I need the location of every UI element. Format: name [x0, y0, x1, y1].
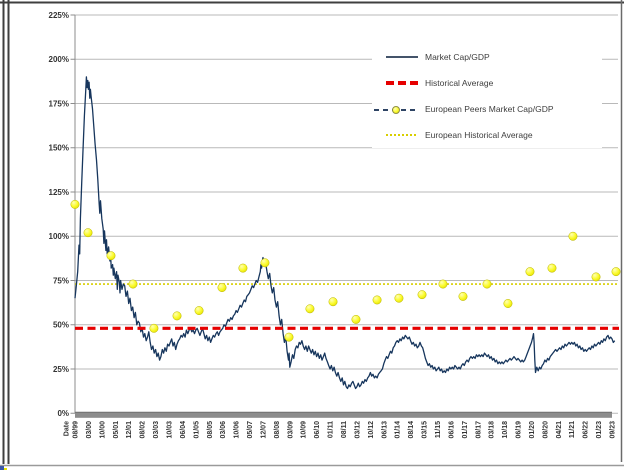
legend-label-european-peers: European Peers Market Cap/GDP	[425, 104, 554, 114]
x-tick-label: 03/06	[220, 421, 227, 439]
x-axis-bar	[75, 412, 612, 418]
legend-item-market-cap-gdp: Market Cap/GDP	[372, 47, 602, 67]
x-tick-label: 01/23	[596, 421, 603, 439]
x-tick-label: 10/03	[166, 421, 173, 439]
x-tick-label: 01/14	[395, 421, 402, 439]
x-tick-label: 10/12	[368, 421, 375, 439]
yellow-circle-marker-icon	[392, 105, 400, 114]
y-tick-label: 25%	[53, 365, 69, 374]
legend-label-historical-average: Historical Average	[425, 78, 494, 88]
x-tick-label: 01/11	[328, 421, 335, 438]
european-peer-marker	[106, 251, 116, 261]
x-tick-label: 06/19	[516, 421, 523, 439]
y-tick-label: 200%	[49, 55, 69, 64]
european-peer-marker	[284, 332, 294, 342]
x-tick-label: 10/00	[99, 421, 106, 439]
y-tick-label: 0%	[57, 409, 69, 418]
legend-label-european-historical-average: European Historical Average	[425, 130, 533, 140]
x-tick-label: 12/07	[260, 421, 267, 439]
european-peer-marker	[482, 279, 492, 289]
y-tick-label: 150%	[49, 144, 69, 153]
x-tick-label: 08/11	[341, 421, 348, 438]
x-tick-label: 01/17	[462, 421, 469, 439]
legend-item-european-peers: European Peers Market Cap/GDP	[372, 99, 602, 119]
x-tick-label: 11/21	[569, 421, 576, 438]
x-tick-label: 03/03	[153, 421, 160, 439]
european-peers-marker-sample	[372, 105, 418, 114]
x-tick-label: 01/05	[193, 421, 200, 439]
x-tick-label: 06/10	[314, 421, 321, 439]
x-tick-label: 03/09	[287, 421, 294, 439]
european-peer-marker	[305, 304, 315, 314]
european-peer-marker	[83, 228, 93, 238]
x-tick-label: 04/21	[556, 421, 563, 439]
european-peer-marker	[172, 311, 182, 321]
european-peer-marker	[351, 314, 361, 324]
historical-average-line-sample	[372, 81, 418, 85]
y-tick-label: 125%	[49, 188, 69, 197]
corner-artifact-blue	[0, 466, 4, 470]
european-peer-marker	[503, 299, 513, 308]
european-peer-marker	[547, 263, 557, 273]
x-tick-label: 12/01	[126, 421, 133, 439]
european-peer-marker	[260, 258, 270, 268]
x-tick-label: 05/07	[247, 421, 254, 439]
european-peer-marker	[611, 267, 621, 277]
x-tick-label: 08/14	[408, 421, 415, 439]
x-tick-label: 06/13	[381, 421, 388, 439]
x-tick-label: 03/12	[354, 421, 361, 439]
european-average-line-sample	[372, 134, 418, 136]
european-peer-marker	[458, 291, 468, 301]
y-tick-label: 225%	[49, 11, 69, 20]
x-tick-label: 08/99	[73, 421, 80, 439]
x-tick-label: 08/08	[274, 421, 281, 439]
european-peer-marker	[417, 290, 427, 300]
x-tick-label: 03/18	[489, 421, 496, 439]
european-peer-marker	[568, 231, 578, 241]
y-tick-label: 50%	[53, 321, 69, 330]
market-cap-line-sample	[372, 56, 418, 58]
x-tick-label: 06/16	[448, 421, 455, 439]
x-tick-label: 03/00	[86, 421, 93, 439]
x-tick-label: 03/15	[422, 421, 429, 439]
legend-label-market-cap-gdp: Market Cap/GDP	[425, 52, 490, 62]
x-tick-label: 10/18	[502, 421, 509, 439]
y-tick-label: 100%	[49, 232, 69, 241]
x-tick-label: 06/04	[180, 421, 187, 439]
x-tick-label: 10/06	[234, 421, 241, 439]
x-tick-label: 06/22	[583, 421, 590, 439]
x-tick-label: 05/01	[113, 421, 120, 439]
european-peer-marker	[128, 279, 138, 289]
european-peer-marker	[194, 306, 204, 316]
european-peer-marker	[328, 297, 338, 307]
x-tick-label: Date	[64, 421, 71, 436]
x-tick-label: 09/23	[610, 421, 617, 439]
y-tick-label: 75%	[53, 276, 69, 285]
european-peer-marker	[525, 267, 535, 277]
legend-item-european-historical-average: European Historical Average	[372, 125, 602, 145]
market-cap-gdp-line	[74, 76, 616, 390]
y-tick-label: 175%	[49, 99, 69, 108]
european-peer-marker	[149, 323, 159, 333]
x-tick-label: 08/20	[542, 421, 549, 439]
european-peer-marker	[217, 283, 227, 293]
european-peer-marker	[591, 272, 601, 282]
x-tick-label: 08/05	[207, 421, 214, 439]
european-peer-marker	[372, 295, 382, 305]
x-tick-label: 11/15	[435, 421, 442, 438]
legend: Market Cap/GDP Historical Average Europe…	[372, 44, 602, 148]
european-peer-marker	[394, 293, 404, 303]
european-peer-marker	[238, 263, 248, 273]
corner-artifact-yellow	[4, 468, 7, 470]
european-peer-marker	[70, 199, 80, 209]
x-tick-label: 10/09	[301, 421, 308, 439]
x-tick-label: 08/17	[475, 421, 482, 439]
european-peer-marker	[438, 279, 448, 289]
x-tick-label: 01/20	[529, 421, 536, 439]
legend-item-historical-average: Historical Average	[372, 73, 602, 93]
x-tick-label: 08/02	[140, 421, 147, 439]
